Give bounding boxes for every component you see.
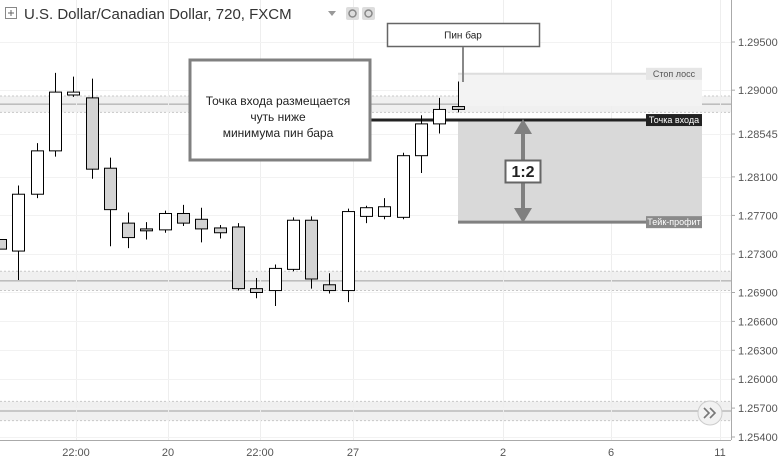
candle-up — [49, 91, 62, 152]
x-tick-label: 27 — [347, 447, 359, 459]
candle-down — [232, 226, 245, 290]
y-axis-labels: 1.29500 1.29000 1.28545 1.28100 1.27700 1.273… — [731, 37, 778, 444]
y-tick-label: 1.28100 — [738, 172, 778, 184]
stop-loss-tag: Стоп лосс — [653, 69, 696, 79]
x-tick-label: 22:00 — [62, 447, 90, 459]
level-tags: Стоп лосс Точка входа Тейк-профит — [646, 67, 702, 229]
candle-up — [342, 211, 355, 292]
x-axis-labels: 22:00 20 22:00 27 2 6 11 — [62, 447, 725, 459]
entry-tag: Точка входа — [649, 115, 699, 125]
candle-down — [122, 222, 135, 239]
stop-loss-tag-bg — [646, 67, 702, 80]
pin-bar-callout: Пин бар — [386, 22, 541, 82]
y-tick-label: 1.26600 — [738, 316, 778, 328]
x-tick-label: 2 — [500, 447, 506, 459]
y-tick-label: 1.29500 — [738, 37, 778, 49]
candle-down — [452, 106, 465, 110]
candle-down — [177, 212, 190, 224]
x-tick-label: 11 — [714, 447, 725, 459]
y-tick-label: 1.26000 — [738, 374, 778, 386]
entry-note-callout: Точка входа размещается чуть ниже миниму… — [188, 58, 372, 162]
arrow-down-icon — [514, 208, 532, 223]
candle-up — [433, 108, 446, 125]
entry-tag-bg — [646, 114, 702, 127]
settings-gear-icon[interactable] — [346, 7, 359, 20]
candle-series — [0, 72, 465, 306]
y-tick-label: 1.29000 — [738, 85, 778, 97]
candle-up — [287, 219, 300, 270]
entry-note-line-2: чуть ниже — [250, 110, 306, 124]
collapse-square-icon[interactable] — [5, 7, 17, 19]
candle-up — [269, 267, 282, 292]
take-profit-zone — [458, 120, 702, 223]
candle-up — [415, 123, 428, 157]
candle-up — [397, 155, 410, 218]
x-tick-label: 20 — [162, 447, 174, 459]
candle-down — [250, 288, 263, 293]
candle-up — [378, 206, 391, 217]
take-profit-tag-bg — [646, 216, 702, 229]
entry-note-line-1: Точка входа размещается — [206, 94, 351, 108]
risk-reward-arrow: 1:2 — [504, 119, 542, 223]
ratio-label: 1:2 — [511, 164, 534, 181]
x-tick-label: 6 — [608, 447, 614, 459]
candle-down — [104, 167, 117, 211]
chart-header: U.S. Dollar/Canadian Dollar, 720, FXCM — [5, 6, 375, 23]
chevron-down-icon[interactable] — [328, 11, 336, 16]
candle-down — [323, 284, 336, 292]
y-tick-label: 1.26300 — [738, 345, 778, 357]
y-tick-label: 1.25400 — [738, 432, 778, 444]
take-profit-tag: Тейк-профит — [647, 217, 700, 227]
candle-down — [0, 239, 7, 250]
y-tick-label: 1.27300 — [738, 249, 778, 261]
y-tick-label: 1.25700 — [738, 403, 778, 415]
candle-down — [214, 227, 227, 234]
candle-up — [12, 193, 25, 252]
candle-up — [360, 207, 373, 217]
pin-bar-label: Пин бар — [444, 30, 482, 42]
x-tick-label: 22:00 — [246, 447, 274, 459]
y-tick-label: 1.27700 — [738, 210, 778, 222]
candle-down — [140, 228, 153, 232]
candle-down — [305, 219, 318, 280]
candle-up — [159, 212, 172, 231]
candle-up — [31, 150, 44, 195]
candle-down — [86, 97, 99, 170]
y-tick-label: 1.26900 — [738, 287, 778, 299]
settings-gear-icon[interactable] — [362, 7, 375, 20]
candle-up — [67, 91, 80, 96]
chart-title: U.S. Dollar/Canadian Dollar, 720, FXCM — [24, 6, 292, 23]
double-chevron-right-icon[interactable] — [697, 400, 723, 426]
y-tick-label: 1.28545 — [738, 129, 778, 141]
entry-note-line-3: минимума пин бара — [223, 126, 334, 140]
arrow-up-icon — [514, 119, 532, 134]
candle-down — [195, 218, 208, 230]
